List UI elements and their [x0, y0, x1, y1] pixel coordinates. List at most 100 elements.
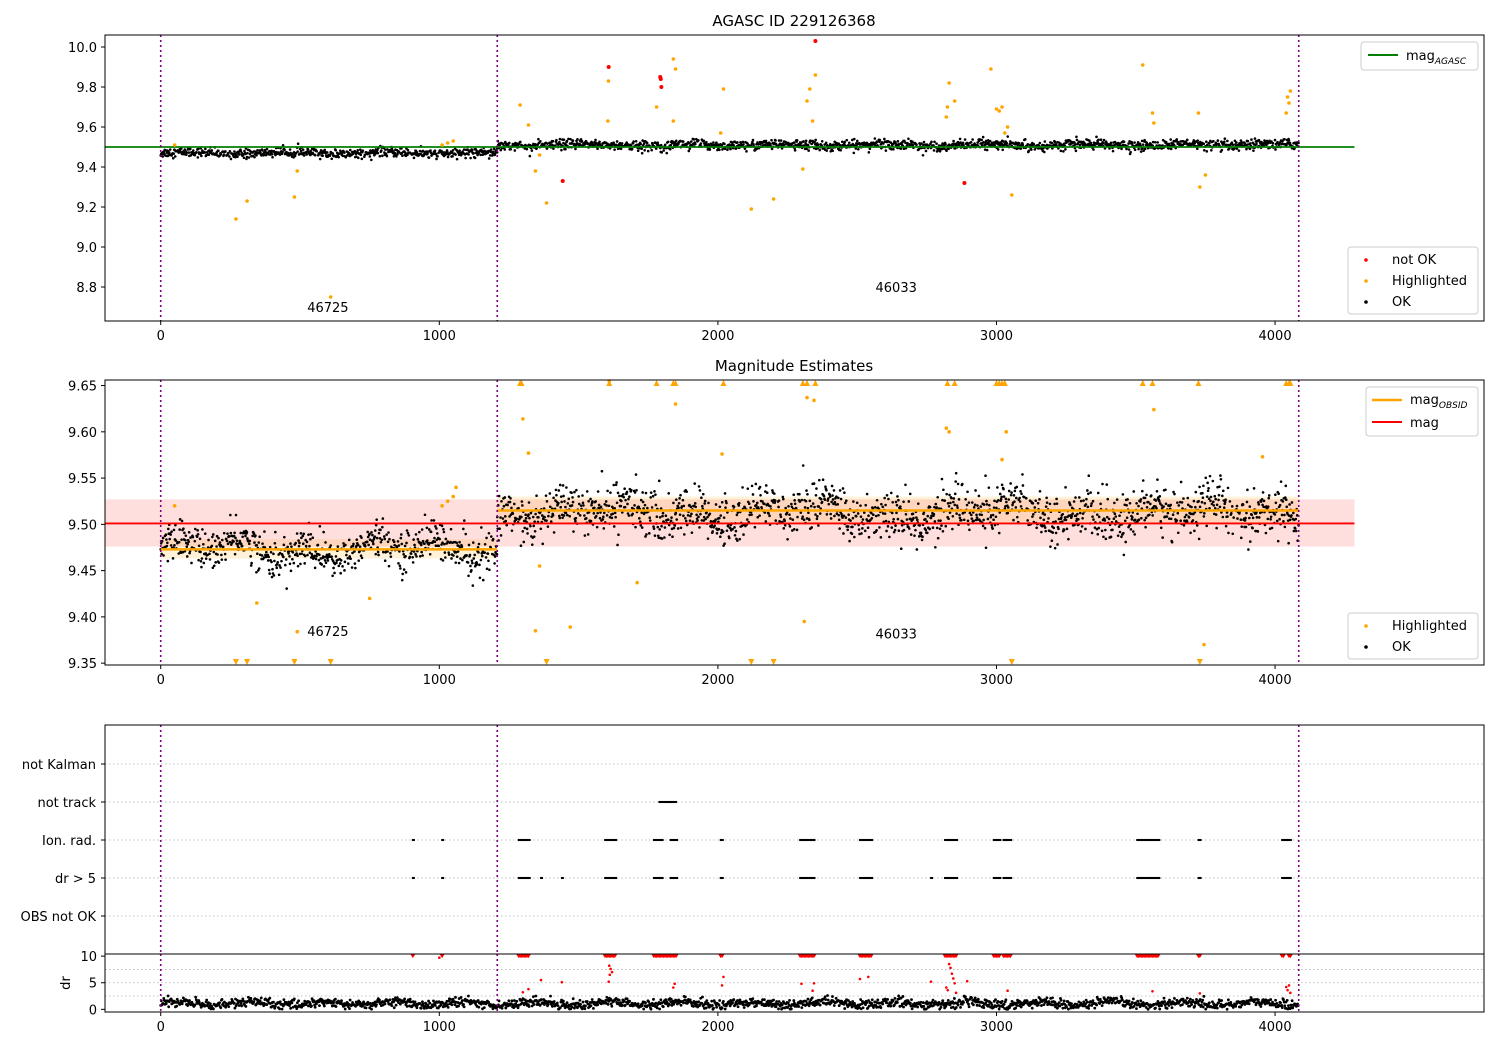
ok-point — [897, 498, 900, 502]
ok-point — [1062, 528, 1066, 532]
ok-point — [479, 153, 482, 157]
ok-point — [642, 142, 646, 145]
ok-point — [821, 478, 825, 481]
ok-point — [300, 536, 303, 540]
ok-point — [985, 148, 989, 152]
ok-point — [261, 149, 264, 152]
ok-point — [1096, 532, 1100, 536]
ok-point — [1202, 515, 1206, 518]
highlighted-point — [451, 494, 456, 499]
ok-point — [915, 143, 918, 147]
ok-point — [847, 141, 851, 145]
ok-point — [1084, 527, 1087, 531]
ok-point — [753, 525, 757, 529]
y-tick-label: 9.2 — [76, 201, 97, 216]
ok-point — [173, 543, 176, 547]
highlighted-point — [544, 201, 549, 205]
ok-point — [619, 147, 623, 151]
ok-point — [310, 554, 314, 558]
ok-point — [534, 512, 537, 516]
ok-point — [1086, 492, 1090, 496]
ok-point — [196, 156, 200, 159]
ok-point — [1043, 140, 1047, 143]
ok-point — [1287, 541, 1290, 545]
ok-point — [643, 503, 647, 507]
ok-point — [594, 138, 597, 142]
ok-point — [222, 153, 226, 156]
ok-point — [1283, 525, 1287, 529]
ok-point — [301, 542, 305, 545]
ok-point — [697, 515, 700, 519]
ok-point — [571, 139, 575, 142]
ok-point — [521, 530, 525, 533]
ok-point — [719, 535, 722, 539]
highlighted-point — [526, 451, 531, 455]
ok-point — [803, 506, 807, 509]
ok-point — [806, 493, 809, 496]
ok-point — [467, 543, 471, 547]
ok-point — [1005, 500, 1008, 504]
ok-point — [215, 534, 219, 538]
ok-point — [925, 520, 929, 523]
ok-point — [200, 154, 203, 158]
ok-point — [564, 511, 568, 515]
ok-point — [434, 525, 437, 528]
ok-point — [377, 531, 381, 535]
ok-point — [1084, 503, 1088, 506]
ok-point — [856, 147, 860, 151]
ok-point — [699, 142, 703, 145]
y-tick-label: 9.65 — [68, 380, 97, 395]
ok-point — [947, 143, 951, 146]
ok-point — [506, 503, 509, 507]
ok-point — [204, 147, 207, 151]
ok-point — [1136, 140, 1140, 144]
ok-point — [961, 482, 964, 486]
ok-point — [1079, 499, 1083, 503]
ok-point — [1155, 489, 1159, 493]
ok-point — [401, 154, 404, 158]
ok-point — [916, 518, 919, 522]
ok-point — [698, 489, 702, 492]
ok-point — [399, 567, 402, 570]
ok-point — [1169, 138, 1173, 141]
ok-point — [1269, 517, 1272, 521]
ok-point — [1073, 141, 1076, 144]
ok-point — [351, 551, 354, 555]
ok-point — [272, 552, 275, 556]
ok-point — [371, 540, 375, 543]
ok-point — [620, 499, 623, 503]
ok-point — [1111, 149, 1115, 153]
ok-point — [288, 555, 291, 558]
ok-point — [366, 535, 370, 539]
ok-point — [817, 524, 820, 527]
ok-point — [594, 514, 598, 518]
ok-point — [1018, 500, 1022, 503]
ok-point — [364, 544, 367, 548]
ok-point — [309, 537, 312, 541]
ok-point — [249, 555, 253, 558]
ok-point — [577, 502, 581, 506]
dr-ok-point — [240, 1004, 244, 1008]
ok-point — [915, 516, 918, 519]
ok-point — [626, 142, 629, 146]
ok-point — [962, 518, 966, 522]
ok-point — [272, 574, 276, 577]
ok-point — [645, 141, 649, 145]
ok-point — [438, 537, 441, 541]
ok-point — [570, 491, 573, 495]
ok-point — [1128, 501, 1132, 505]
highlighted-point — [1196, 111, 1201, 115]
ok-point — [161, 155, 165, 158]
ok-point — [1106, 497, 1110, 501]
ok-point — [582, 504, 585, 507]
ok-point — [212, 550, 216, 554]
ok-point — [192, 149, 195, 152]
ok-point — [166, 527, 170, 531]
ok-point — [1007, 498, 1011, 501]
ok-point — [406, 148, 410, 152]
ok-point — [575, 488, 578, 492]
ok-point — [249, 564, 253, 567]
ok-point — [676, 504, 679, 508]
ok-point — [947, 517, 950, 521]
ok-point — [703, 502, 706, 505]
